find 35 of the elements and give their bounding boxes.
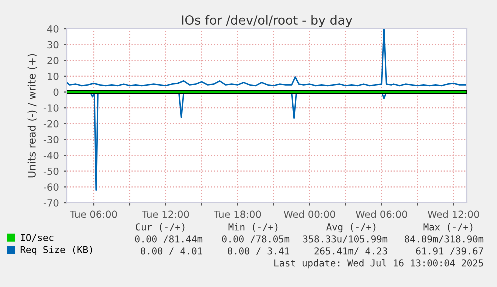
text: 358.33u/105.99m (303, 236, 388, 244)
legend-label: IO/sec (21, 234, 54, 242)
text: Min (-/+) (228, 223, 278, 232)
y-tick-label: 40 (47, 25, 59, 33)
text: 0.00 / 3.41 (228, 248, 290, 256)
text: Max (-/+) (424, 223, 473, 232)
text: 84.09m/318.90m (405, 236, 484, 244)
y-axis-title: Units read (-) / write (+) (28, 54, 38, 178)
legend-label: Req Size (KB) (20, 246, 92, 256)
y-tick-label: -40 (44, 152, 59, 160)
x-tick-label: Tue 06:00 (70, 210, 118, 218)
x-tick-label: Tue 12:00 (142, 210, 190, 218)
y-tick-label: -70 (44, 199, 59, 207)
y-tick-label: -50 (44, 168, 59, 176)
text: 61.91 /39.67 (416, 248, 484, 256)
y-tick-label: 0 (54, 88, 59, 96)
x-tick-label: Wed 06:00 (356, 210, 408, 218)
y-tick-label: 30 (48, 41, 59, 49)
text: Last update: Wed Jul 16 13:00:04 2025 (274, 259, 484, 269)
text: 265.41m/ 4.23 (314, 248, 388, 256)
text: Avg (-/+) (326, 223, 376, 233)
y-tick-label: -60 (44, 184, 59, 192)
x-tick-label: Wed 12:00 (428, 210, 480, 218)
x-tick-label: Wed 00:00 (284, 210, 336, 218)
y-tick-label: 10 (48, 72, 59, 80)
y-tick-label: -20 (44, 120, 59, 128)
text: 0.00 /81.44m (135, 236, 203, 244)
text: Cur (-/+) (136, 223, 185, 232)
y-tick-label: 20 (48, 57, 59, 64)
x-tick-label: Tue 18:00 (214, 210, 262, 218)
y-tick-label: -30 (44, 136, 59, 144)
text: 0.00 / 4.01 (141, 248, 202, 256)
chart-title: IOs for /dev/ol/root - by day (182, 15, 353, 28)
text: 0.00 /78.05m (222, 236, 290, 244)
y-tick-label: -10 (44, 104, 59, 112)
